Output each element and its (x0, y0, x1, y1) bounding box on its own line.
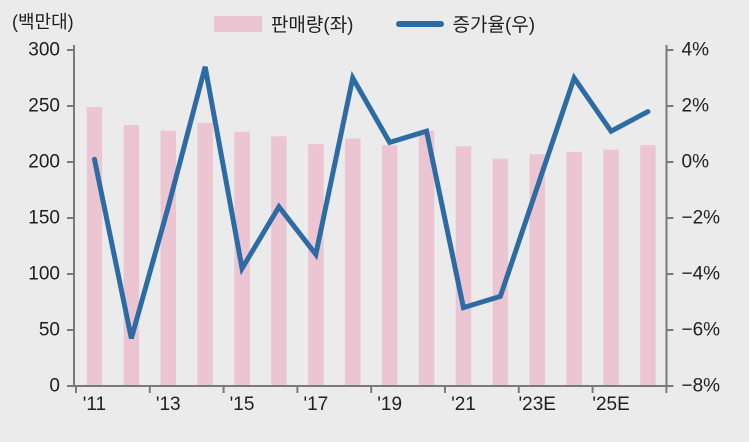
x-axis-tick-label: '25E (592, 394, 629, 415)
sales-bar (345, 138, 361, 386)
right-axis-tick-label: −2% (682, 208, 721, 229)
growth-line (91, 66, 651, 340)
right-axis-tick-label: −8% (682, 376, 721, 397)
sales-bar (86, 107, 103, 387)
x-axis-tick-label: '11 (83, 394, 106, 415)
right-axis-tick-label: 2% (682, 96, 710, 117)
sales-bar (492, 158, 509, 386)
right-axis-tick-label: −6% (682, 320, 721, 341)
x-axis-tick-label: '21 (451, 394, 476, 415)
sales-bar (308, 144, 324, 386)
x-axis-tick-label: '23E (519, 394, 556, 415)
left-axis-unit-label: (백만대) (12, 12, 74, 32)
sales-bar (529, 154, 545, 386)
x-axis-tick-label: '17 (303, 394, 328, 415)
right-axis-tick-label: −4% (682, 264, 721, 285)
left-axis-tick-label: 150 (28, 208, 60, 229)
sales-bar (603, 149, 619, 386)
right-axis-tick-label: 4% (682, 40, 710, 61)
left-axis-tick-label: 50 (39, 320, 60, 341)
left-axis-tick-label: 0 (49, 376, 60, 397)
right-axis-tick-label: 0% (682, 152, 710, 173)
sales-bar (566, 151, 582, 386)
left-axis-tick-label: 300 (28, 40, 60, 61)
sales-bar (160, 130, 176, 386)
sales-bar (455, 146, 472, 386)
sales-bar (381, 145, 398, 386)
left-axis-tick-label: 250 (28, 96, 60, 117)
x-axis-tick-label: '15 (230, 394, 255, 415)
sales-bar (640, 145, 656, 386)
left-axis-tick-label: 200 (28, 152, 60, 173)
x-axis-tick-label: '19 (377, 394, 402, 415)
sales-bar (418, 130, 435, 386)
left-axis-tick-label: 100 (28, 264, 60, 285)
x-axis-tick-label: '13 (156, 394, 181, 415)
sales-bar (123, 125, 140, 386)
sales-bar (271, 136, 287, 386)
sales-bar (197, 122, 213, 387)
